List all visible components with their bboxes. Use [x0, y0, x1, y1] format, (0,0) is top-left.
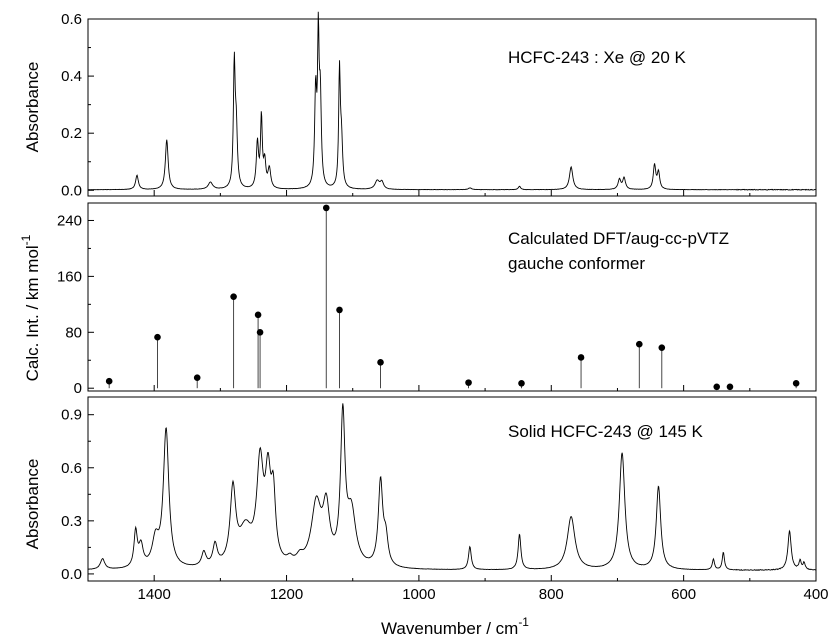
- bottom-panel-axes: 0.0 0.3 0.6 0.9 1400 1200 1000 800 600 400: [61, 397, 828, 603]
- bottom-panel-annotation: Solid HCFC-243 @ 145 K: [508, 422, 704, 441]
- y-tick-label: 0.3: [61, 513, 82, 530]
- x-tick-label: 600: [671, 586, 696, 603]
- x-tick-label: 1400: [137, 586, 170, 603]
- calc-point: [713, 384, 720, 391]
- calc-point: [518, 380, 525, 387]
- calc-point: [727, 384, 734, 391]
- x-tick-label: 800: [539, 586, 564, 603]
- top-panel-ylabel: Absorbance: [23, 62, 42, 153]
- calc-point: [106, 378, 113, 385]
- x-tick-label: 1200: [270, 586, 303, 603]
- x-tick-label: 1000: [402, 586, 435, 603]
- x-axis-title-text: Wavenumber / cm: [381, 619, 518, 638]
- y-tick-label: 160: [57, 268, 82, 285]
- y-tick-label: 0.0: [61, 182, 82, 199]
- calc-point: [658, 344, 665, 351]
- y-tick-label: 0.6: [61, 460, 82, 477]
- calc-point: [377, 359, 384, 366]
- y-tick-label: 80: [65, 324, 82, 341]
- top-spectrum-line: [88, 12, 816, 190]
- top-panel-axes: 0.0 0.2 0.4 0.6: [61, 11, 816, 199]
- calc-point: [465, 379, 472, 386]
- bottom-spectrum-line: [88, 403, 816, 570]
- y-tick-label: 240: [57, 212, 82, 229]
- x-tick-label: 400: [803, 586, 828, 603]
- calc-point: [793, 380, 800, 387]
- middle-panel-ylabel-text: Calc. Int. / km mol: [23, 245, 42, 381]
- y-tick-label: 0.4: [61, 68, 82, 85]
- calc-point: [154, 334, 161, 341]
- y-tick-label: 0.2: [61, 125, 82, 142]
- panel-frame: [88, 19, 816, 196]
- calc-point: [255, 312, 262, 319]
- bottom-panel-ylabel: Absorbance: [23, 459, 42, 550]
- top-panel-annotation: HCFC-243 : Xe @ 20 K: [508, 48, 687, 67]
- middle-panel-annotation-line2: gauche conformer: [508, 254, 645, 273]
- x-axis-title: Wavenumber / cm-1: [381, 615, 529, 638]
- calc-point: [257, 329, 264, 336]
- middle-panel-ylabel: Calc. Int. / km mol-1: [19, 234, 42, 381]
- middle-panel-annotation-line1: Calculated DFT/aug-cc-pVTZ: [508, 229, 729, 248]
- y-tick-label: 0.0: [61, 566, 82, 583]
- middle-panel-ylabel-superscript: -1: [19, 234, 33, 245]
- calc-point: [336, 307, 343, 314]
- y-tick-label: 0: [74, 380, 82, 397]
- panel-frame: [88, 397, 816, 581]
- y-tick-label: 0.9: [61, 407, 82, 424]
- y-tick-label: 0.6: [61, 11, 82, 28]
- calc-point: [194, 374, 201, 381]
- calc-point: [636, 341, 643, 348]
- calc-point: [230, 293, 237, 300]
- x-axis-title-superscript: -1: [518, 615, 529, 629]
- calc-point: [578, 354, 585, 361]
- calc-point: [323, 205, 330, 212]
